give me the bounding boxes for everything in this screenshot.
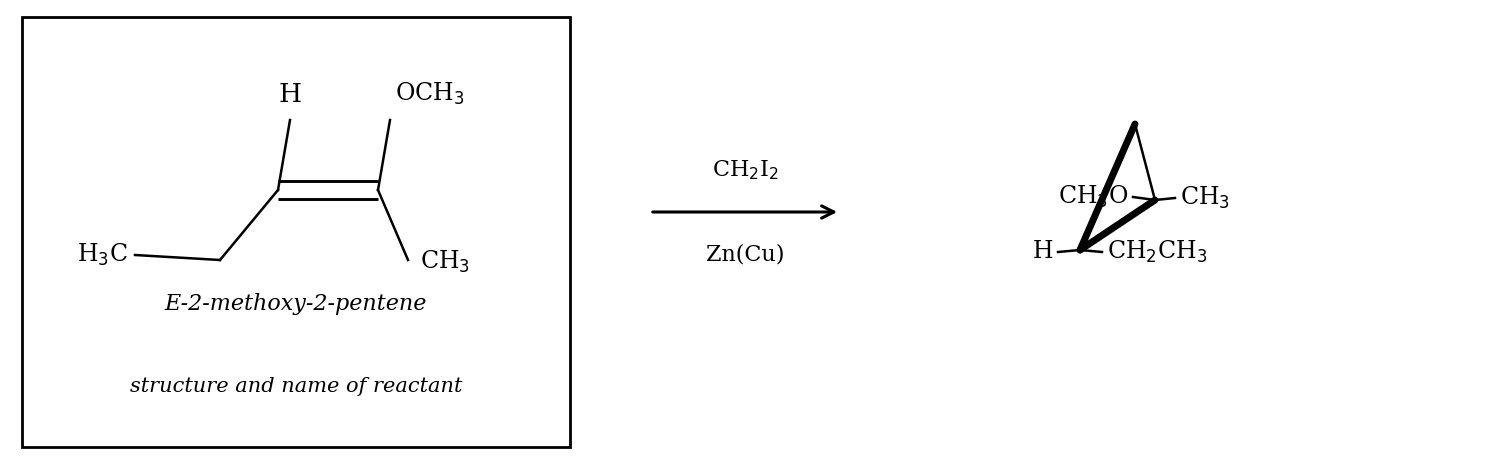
Text: CH$_2$I$_2$: CH$_2$I$_2$ [712, 158, 778, 182]
Text: E-2-methoxy-2-pentene: E-2-methoxy-2-pentene [165, 293, 428, 315]
Text: OCH$_3$: OCH$_3$ [395, 81, 465, 107]
FancyBboxPatch shape [22, 17, 571, 447]
Text: CH$_3$: CH$_3$ [1180, 185, 1231, 211]
Text: CH$_2$CH$_3$: CH$_2$CH$_3$ [1107, 239, 1207, 265]
Text: structure and name of reactant: structure and name of reactant [130, 377, 462, 396]
Text: H: H [279, 82, 301, 107]
Text: H: H [1033, 241, 1053, 263]
Text: CH$_3$O: CH$_3$O [1058, 184, 1128, 210]
Text: Zn(Cu): Zn(Cu) [706, 243, 784, 265]
Text: CH$_3$: CH$_3$ [420, 249, 469, 275]
Text: H$_3$C: H$_3$C [77, 242, 128, 268]
